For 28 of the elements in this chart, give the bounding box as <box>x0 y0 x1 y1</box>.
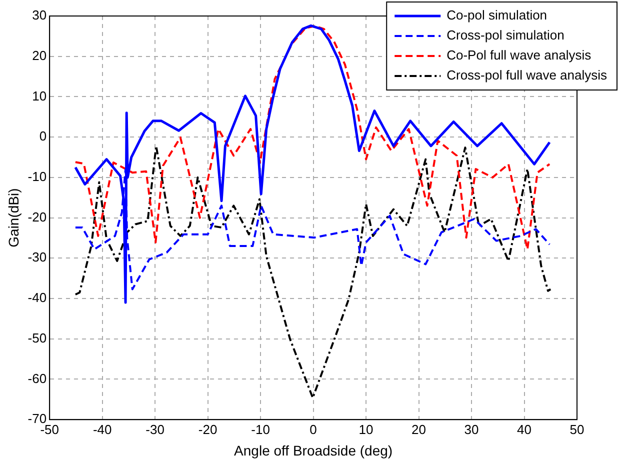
x-tick-label: 20 <box>412 422 426 437</box>
y-tick-label: 0 <box>39 128 47 144</box>
x-tick-label: -20 <box>198 422 218 437</box>
x-tick-label: -30 <box>146 422 164 437</box>
x-tick-label: -40 <box>92 422 112 437</box>
x-tick-label: 40 <box>517 422 532 437</box>
legend-label: Cross-pol full wave analysis <box>446 68 608 83</box>
y-axis-title: Gain(dBi) <box>5 188 22 248</box>
x-tick-label: 50 <box>570 422 584 437</box>
y-tick-label: -40 <box>28 290 47 306</box>
x-tick-label: 30 <box>464 422 479 437</box>
y-tick-label: -10 <box>28 169 47 184</box>
x-tick-label: 0 <box>310 422 317 437</box>
legend-label: Cross-pol simulation <box>446 28 564 43</box>
y-tick-label: -20 <box>28 209 47 224</box>
x-tick-label: -10 <box>251 422 270 437</box>
y-tick-label: -70 <box>28 411 47 426</box>
y-tick-label: -30 <box>28 250 47 265</box>
y-tick-label: 20 <box>32 48 47 63</box>
legend-label: Co-pol simulation <box>446 8 548 23</box>
legend-label: Co-Pol full wave analysis <box>446 48 592 63</box>
y-tick-label: 10 <box>32 88 47 104</box>
x-tick-label: 10 <box>358 422 374 437</box>
y-tick-label: -60 <box>28 370 47 386</box>
y-tick-label: -50 <box>28 330 47 346</box>
x-axis-title: Angle off Broadside (deg) <box>234 442 393 458</box>
line-series <box>74 144 552 399</box>
y-tick-label: 30 <box>32 8 47 23</box>
